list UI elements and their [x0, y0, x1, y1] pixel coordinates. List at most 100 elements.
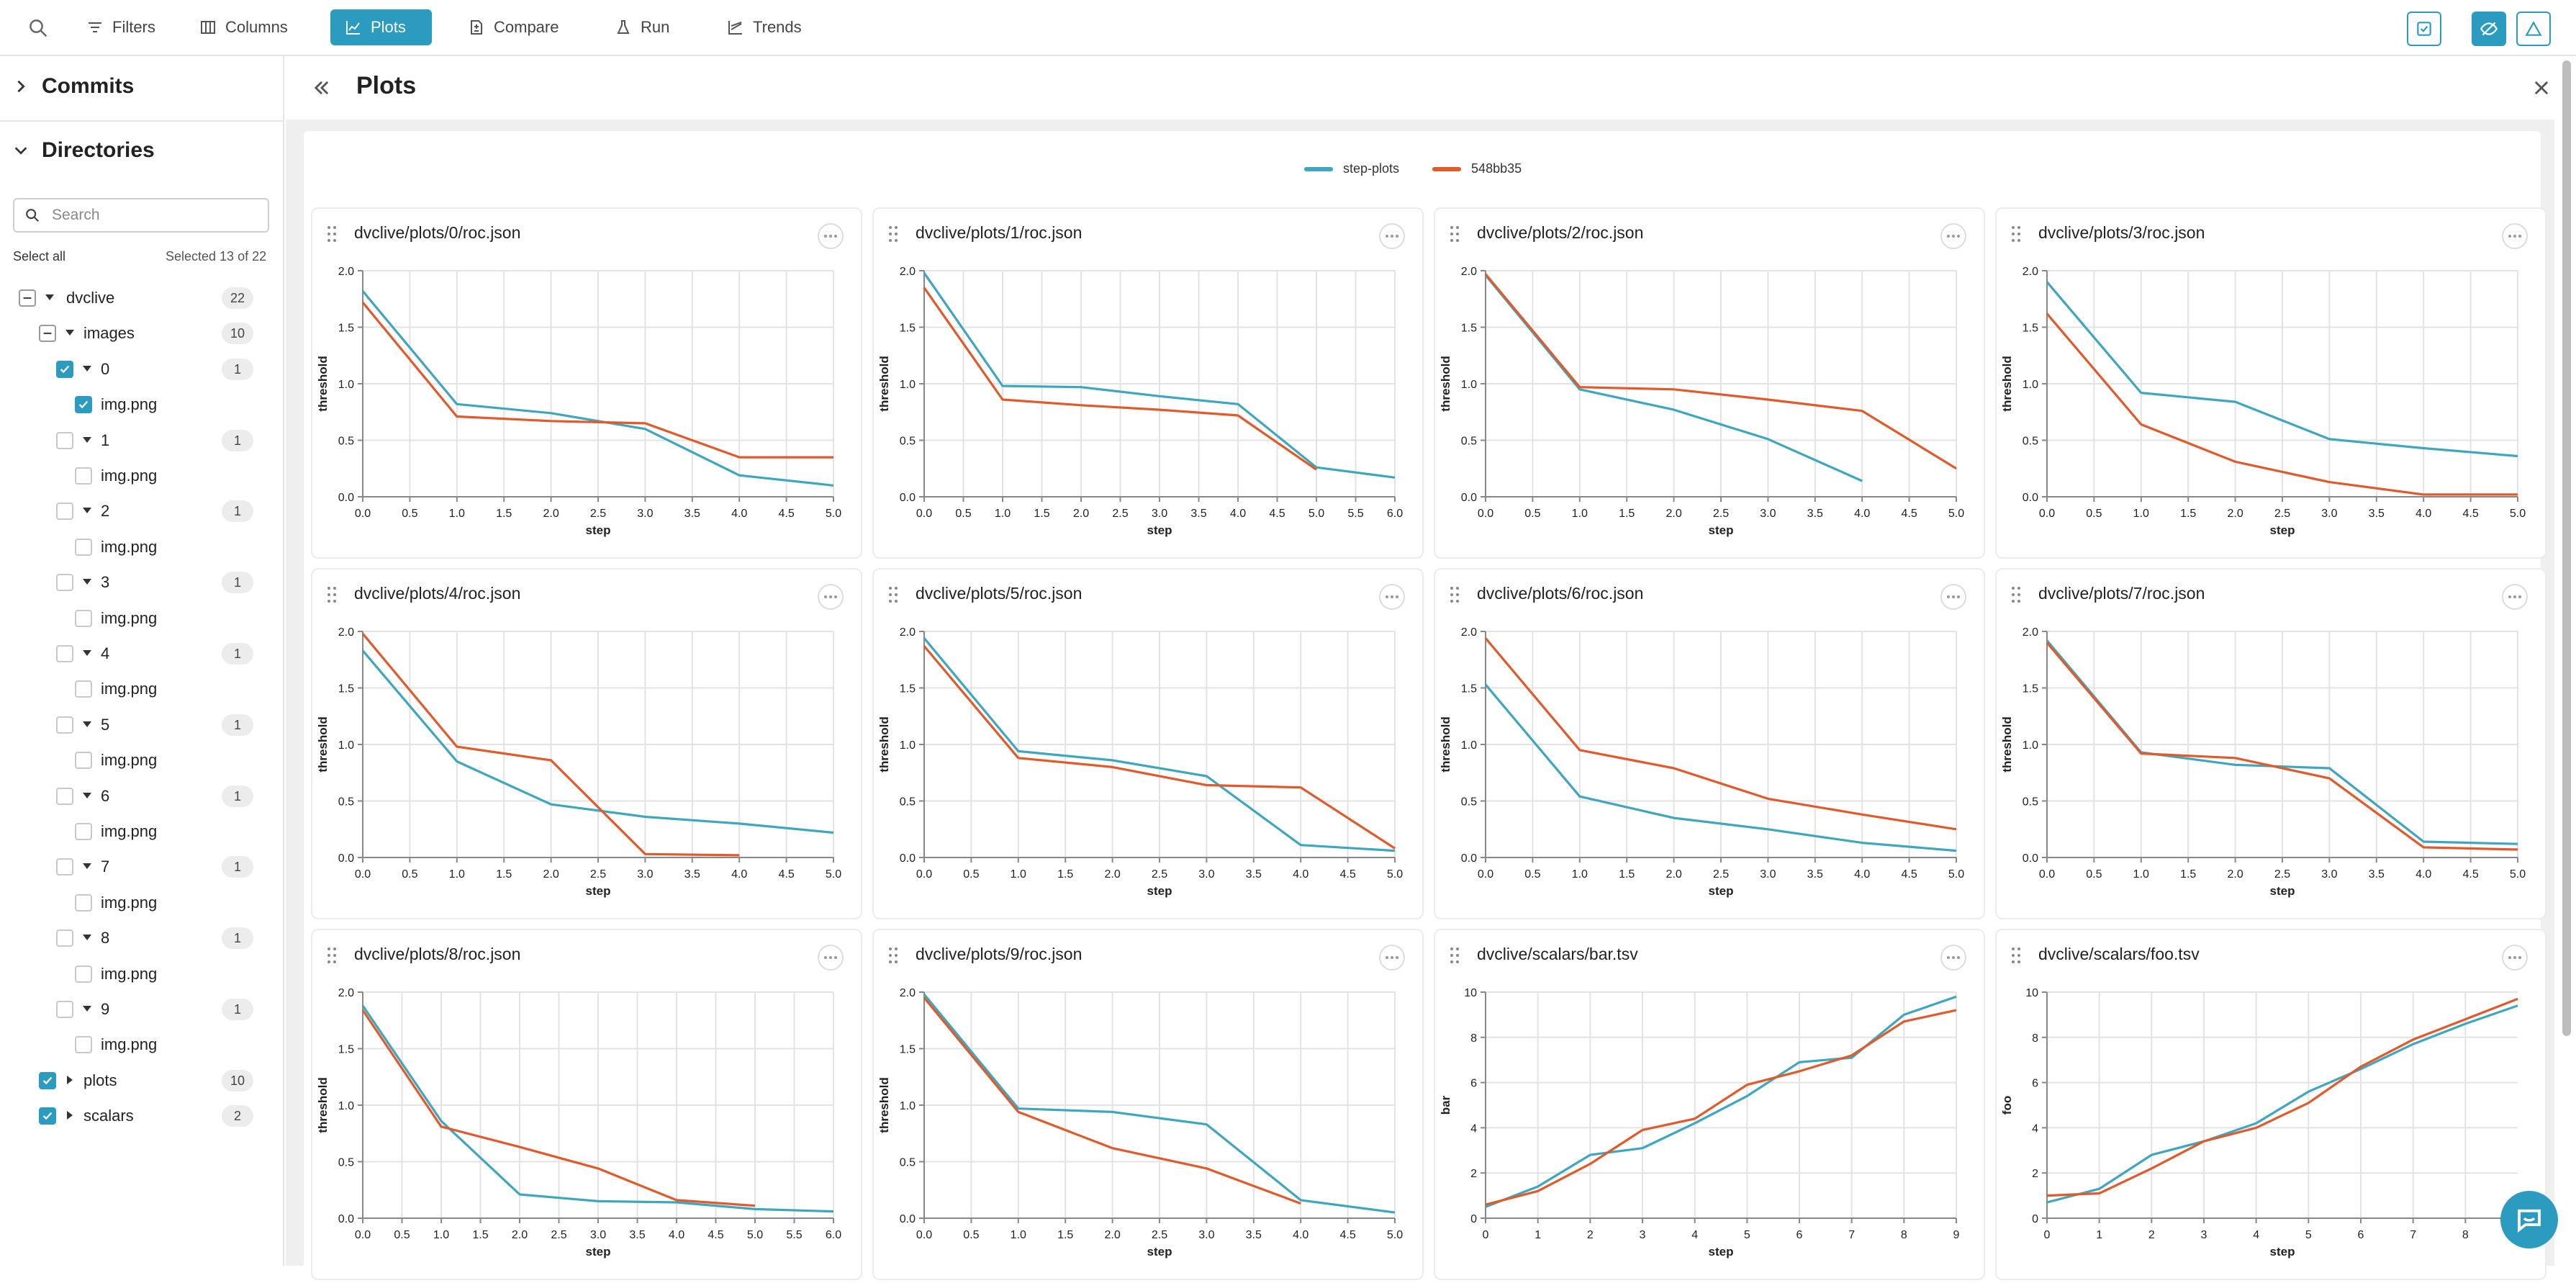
tree-item-checkbox[interactable] — [75, 538, 92, 556]
tree-item-checkbox[interactable] — [19, 289, 36, 307]
drag-handle-icon[interactable] — [888, 946, 898, 965]
tree-item[interactable]: img.png — [0, 888, 284, 917]
tree-item[interactable]: img.png — [0, 746, 284, 775]
plot-card[interactable]: dvclive/plots/6/roc.json 0.0 0.5 1.0 1.5 2.0 2… — [1434, 568, 1985, 919]
tree-item[interactable]: plots 10 — [0, 1066, 284, 1095]
tree-item[interactable]: img.png — [0, 817, 284, 846]
plot-menu-button[interactable] — [1379, 945, 1405, 971]
tree-item-checkbox[interactable] — [75, 752, 92, 770]
caret-down-icon[interactable] — [45, 292, 55, 302]
delta-button[interactable] — [2516, 12, 2551, 46]
tree-item-checkbox[interactable] — [75, 1036, 92, 1054]
caret-down-icon[interactable] — [82, 648, 92, 658]
plot-card[interactable]: dvclive/plots/7/roc.json 0.0 0.5 1.0 1.5 2.0 2… — [1995, 568, 2546, 919]
trends-button[interactable]: Trends — [713, 9, 816, 45]
tree-item-checkbox[interactable] — [39, 1107, 56, 1125]
tree-item-checkbox[interactable] — [56, 503, 73, 521]
tree-item-checkbox[interactable] — [75, 467, 92, 485]
tree-item-checkbox[interactable] — [56, 858, 73, 876]
plot-card[interactable]: dvclive/plots/9/roc.json 0.0 0.5 1.0 1.5 2.0 2… — [872, 929, 1424, 1280]
tree-item-checkbox[interactable] — [56, 1001, 73, 1018]
plot-menu-button[interactable] — [818, 223, 844, 249]
tree-item-checkbox[interactable] — [56, 929, 73, 947]
caret-down-icon[interactable] — [82, 505, 92, 516]
hide-unselected-button[interactable] — [2472, 12, 2506, 46]
caret-down-icon[interactable] — [82, 435, 92, 445]
plot-menu-button[interactable] — [1940, 584, 1966, 610]
drag-handle-icon[interactable] — [888, 585, 898, 604]
select-runs-button[interactable] — [2407, 12, 2441, 46]
tree-item[interactable]: img.png — [0, 462, 284, 490]
tree-item-checkbox[interactable] — [56, 360, 73, 378]
drag-handle-icon[interactable] — [327, 946, 337, 965]
plot-card[interactable]: dvclive/plots/3/roc.json 0.0 0.5 1.0 1.5 2.0 2… — [1995, 207, 2546, 559]
drag-handle-icon[interactable] — [2011, 946, 2021, 965]
tree-item[interactable]: scalars 2 — [0, 1102, 284, 1130]
filters-button[interactable]: Filters — [72, 9, 170, 45]
caret-down-icon[interactable] — [82, 861, 92, 871]
directory-search-input[interactable] — [50, 206, 262, 225]
plot-card[interactable]: dvclive/plots/5/roc.json 0.0 0.5 1.0 1.5 2.0 2… — [872, 568, 1424, 919]
drag-handle-icon[interactable] — [1450, 946, 1460, 965]
plot-card[interactable]: dvclive/scalars/foo.tsv 0 1 2 3 4 5 6 7 8 0 2 4 6 8 10 s… — [1995, 929, 2546, 1280]
tree-item-checkbox[interactable] — [75, 396, 92, 414]
plot-menu-button[interactable] — [818, 945, 844, 971]
plot-menu-button[interactable] — [2502, 584, 2528, 610]
drag-handle-icon[interactable] — [327, 585, 337, 604]
commits-section-header[interactable]: Commits — [13, 74, 134, 99]
tree-item-checkbox[interactable] — [56, 431, 73, 449]
drag-handle-icon[interactable] — [2011, 225, 2021, 243]
plot-menu-button[interactable] — [2502, 945, 2528, 971]
tree-item[interactable]: img.png — [0, 1030, 284, 1059]
caret-down-icon[interactable] — [82, 932, 92, 942]
plot-menu-button[interactable] — [1379, 223, 1405, 249]
tree-item[interactable]: img.png — [0, 390, 284, 419]
caret-down-icon[interactable] — [82, 577, 92, 587]
close-icon[interactable] — [2531, 78, 2552, 98]
tree-item-checkbox[interactable] — [56, 645, 73, 662]
tree-item-checkbox[interactable] — [75, 823, 92, 840]
tree-item-checkbox[interactable] — [39, 1071, 56, 1089]
plot-menu-button[interactable] — [1379, 584, 1405, 610]
caret-right-icon[interactable] — [65, 1075, 75, 1085]
caret-down-icon[interactable] — [82, 791, 92, 801]
tree-item[interactable]: dvclive 22 — [0, 284, 284, 312]
tree-item-checkbox[interactable] — [56, 787, 73, 805]
plot-menu-button[interactable] — [2502, 223, 2528, 249]
drag-handle-icon[interactable] — [2011, 585, 2021, 604]
tree-item-checkbox[interactable] — [75, 893, 92, 911]
plot-card[interactable]: dvclive/scalars/bar.tsv 0 1 2 3 4 5 6 7 8 9 0 2 4 6 8 10… — [1434, 929, 1985, 1280]
support-chat-button[interactable] — [2500, 1191, 2558, 1248]
plot-menu-button[interactable] — [1940, 223, 1966, 249]
tree-item-checkbox[interactable] — [75, 609, 92, 627]
directory-search[interactable] — [13, 198, 269, 233]
drag-handle-icon[interactable] — [1450, 225, 1460, 243]
columns-button[interactable]: Columns — [185, 9, 302, 45]
drag-handle-icon[interactable] — [888, 225, 898, 243]
caret-down-icon[interactable] — [82, 364, 92, 374]
plot-card[interactable]: dvclive/plots/1/roc.json 0.0 0.5 1.0 1.5 2.0 2… — [872, 207, 1424, 559]
compare-button[interactable]: Compare — [453, 9, 573, 45]
plot-card[interactable]: dvclive/plots/8/roc.json 0.0 0.5 1.0 1.5 2.0 2… — [311, 929, 862, 1280]
tree-item[interactable]: img.png — [0, 960, 284, 989]
plot-card[interactable]: dvclive/plots/4/roc.json 0.0 0.5 1.0 1.5 2.0 2… — [311, 568, 862, 919]
tree-item-checkbox[interactable] — [56, 716, 73, 734]
tree-item-checkbox[interactable] — [39, 325, 56, 343]
run-button[interactable]: Run — [600, 9, 684, 45]
tree-item-checkbox[interactable] — [56, 574, 73, 592]
tree-item-checkbox[interactable] — [75, 965, 92, 983]
caret-down-icon[interactable] — [82, 719, 92, 729]
search-icon[interactable] — [27, 17, 49, 39]
caret-down-icon[interactable] — [82, 1004, 92, 1014]
caret-down-icon[interactable] — [65, 328, 75, 338]
